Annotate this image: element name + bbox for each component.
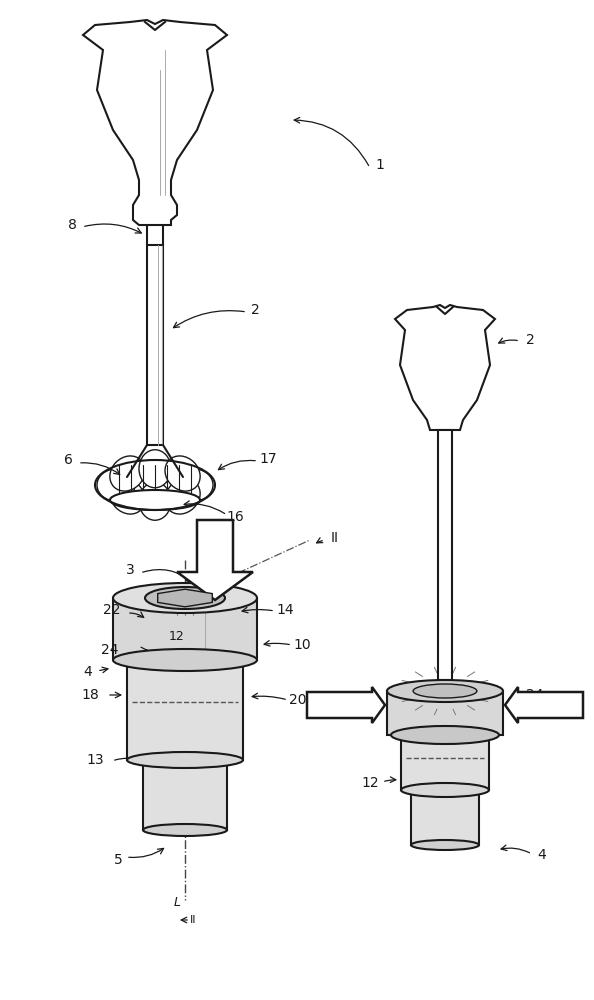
Polygon shape: [438, 430, 452, 680]
Text: 4: 4: [84, 665, 93, 679]
Polygon shape: [387, 691, 503, 735]
Text: 20: 20: [289, 693, 307, 707]
Text: 6: 6: [364, 693, 372, 707]
Polygon shape: [505, 687, 583, 723]
Text: 24: 24: [526, 688, 544, 702]
Ellipse shape: [139, 482, 171, 520]
Ellipse shape: [143, 824, 227, 836]
Polygon shape: [127, 660, 243, 760]
Text: 6: 6: [64, 453, 72, 467]
Ellipse shape: [401, 783, 489, 797]
Text: 10: 10: [293, 638, 311, 652]
Ellipse shape: [411, 840, 479, 850]
Text: 17: 17: [259, 452, 277, 466]
Polygon shape: [147, 245, 163, 445]
Polygon shape: [83, 20, 227, 225]
Text: 2: 2: [251, 303, 260, 317]
Text: 2: 2: [526, 333, 535, 347]
Text: 4: 4: [538, 848, 546, 862]
Ellipse shape: [145, 587, 225, 609]
Text: L: L: [173, 896, 181, 908]
Polygon shape: [401, 735, 489, 790]
Text: 3: 3: [125, 563, 134, 577]
Ellipse shape: [165, 479, 200, 514]
Ellipse shape: [113, 583, 257, 613]
Polygon shape: [113, 598, 257, 660]
Ellipse shape: [97, 469, 135, 501]
Text: 18: 18: [81, 688, 99, 702]
Ellipse shape: [113, 649, 257, 671]
Ellipse shape: [165, 456, 200, 491]
Ellipse shape: [110, 456, 145, 491]
Text: II: II: [331, 531, 339, 545]
Ellipse shape: [110, 479, 145, 514]
Text: 22: 22: [103, 603, 121, 617]
Polygon shape: [411, 790, 479, 845]
Text: 12: 12: [361, 776, 379, 790]
Text: 13: 13: [86, 753, 104, 767]
Ellipse shape: [413, 684, 477, 698]
Text: 16: 16: [226, 510, 244, 524]
Polygon shape: [158, 589, 212, 607]
Ellipse shape: [139, 450, 171, 488]
Text: 1: 1: [375, 158, 384, 172]
Polygon shape: [177, 520, 253, 600]
Ellipse shape: [127, 752, 243, 768]
Ellipse shape: [387, 680, 503, 702]
Ellipse shape: [110, 490, 200, 510]
Ellipse shape: [175, 469, 213, 501]
Polygon shape: [143, 760, 227, 830]
Polygon shape: [395, 305, 495, 430]
Ellipse shape: [391, 726, 499, 744]
Text: 14: 14: [276, 603, 294, 617]
Text: 5: 5: [113, 853, 122, 867]
Text: 8: 8: [68, 218, 77, 232]
Text: L: L: [172, 585, 179, 598]
Text: II: II: [189, 915, 196, 925]
Polygon shape: [307, 687, 385, 723]
Text: 12: 12: [169, 631, 185, 644]
Text: 24: 24: [101, 643, 119, 657]
